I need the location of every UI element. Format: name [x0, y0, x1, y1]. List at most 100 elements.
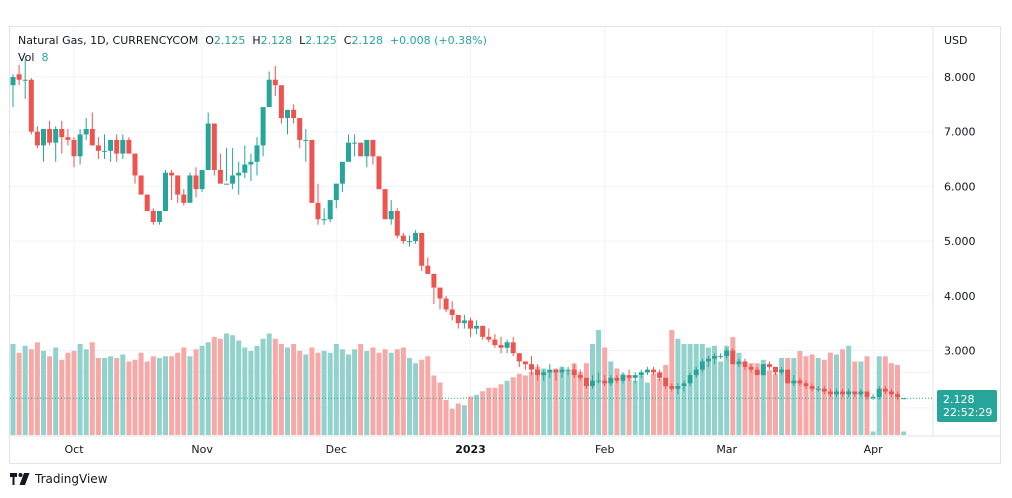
- symbol-name[interactable]: Natural Gas: [18, 34, 84, 47]
- candle[interactable]: [766, 361, 772, 370]
- candle[interactable]: [474, 320, 480, 335]
- candle[interactable]: [565, 366, 571, 376]
- candle[interactable]: [443, 295, 449, 313]
- candle[interactable]: [773, 366, 778, 376]
- candle[interactable]: [260, 107, 266, 157]
- candle[interactable]: [504, 339, 510, 354]
- candle[interactable]: [65, 128, 71, 146]
- candle[interactable]: [333, 183, 339, 209]
- candle[interactable]: [718, 353, 724, 359]
- candle[interactable]: [22, 59, 28, 99]
- candle[interactable]: [870, 394, 876, 400]
- candle[interactable]: [108, 139, 114, 162]
- candle[interactable]: [370, 139, 376, 165]
- candle[interactable]: [827, 388, 833, 397]
- candle[interactable]: [541, 369, 547, 381]
- candle[interactable]: [47, 120, 53, 146]
- candle[interactable]: [120, 134, 126, 160]
- candle[interactable]: [699, 358, 705, 373]
- candle[interactable]: [693, 366, 699, 378]
- candle[interactable]: [663, 377, 669, 389]
- candle[interactable]: [858, 388, 864, 397]
- candle[interactable]: [83, 118, 89, 140]
- candle[interactable]: [285, 109, 290, 135]
- candle[interactable]: [760, 364, 766, 376]
- candle[interactable]: [431, 273, 437, 305]
- candle[interactable]: [28, 78, 34, 135]
- candle[interactable]: [199, 169, 205, 192]
- candle[interactable]: [785, 369, 791, 384]
- candle[interactable]: [400, 232, 406, 244]
- tradingview-brand[interactable]: TradingView: [10, 472, 108, 486]
- candle[interactable]: [376, 156, 382, 190]
- candle[interactable]: [468, 317, 473, 337]
- candle[interactable]: [742, 358, 748, 370]
- candle[interactable]: [126, 137, 132, 154]
- candle[interactable]: [791, 375, 797, 387]
- candle[interactable]: [876, 386, 882, 400]
- candle[interactable]: [352, 134, 358, 157]
- candle[interactable]: [602, 375, 608, 387]
- candle[interactable]: [809, 383, 815, 392]
- candle[interactable]: [413, 230, 419, 244]
- candle[interactable]: [529, 355, 534, 376]
- candle[interactable]: [278, 85, 284, 124]
- candle[interactable]: [388, 200, 394, 225]
- candle[interactable]: [492, 334, 498, 348]
- candle[interactable]: [272, 66, 278, 97]
- candle[interactable]: [577, 369, 583, 381]
- candle[interactable]: [651, 366, 656, 376]
- candle[interactable]: [303, 128, 309, 162]
- candle[interactable]: [895, 391, 900, 400]
- candle[interactable]: [425, 257, 431, 274]
- candle[interactable]: [852, 391, 858, 397]
- candle[interactable]: [169, 169, 175, 201]
- candle[interactable]: [34, 126, 40, 149]
- candle[interactable]: [102, 134, 107, 160]
- candle[interactable]: [10, 74, 16, 108]
- candle[interactable]: [705, 355, 711, 367]
- candle[interactable]: [748, 364, 754, 373]
- candle[interactable]: [461, 314, 467, 329]
- candle[interactable]: [95, 137, 101, 160]
- candle[interactable]: [419, 232, 425, 272]
- candle[interactable]: [193, 167, 199, 198]
- candle[interactable]: [547, 364, 553, 378]
- candle[interactable]: [156, 211, 162, 225]
- candle[interactable]: [59, 120, 65, 154]
- candle[interactable]: [901, 398, 907, 400]
- candle[interactable]: [626, 369, 632, 381]
- candle[interactable]: [41, 128, 46, 162]
- candle[interactable]: [150, 208, 156, 225]
- candle[interactable]: [712, 353, 717, 365]
- candle[interactable]: [138, 175, 144, 195]
- candle[interactable]: [669, 383, 675, 392]
- candle[interactable]: [596, 372, 602, 384]
- candle[interactable]: [358, 142, 364, 157]
- candle[interactable]: [71, 137, 77, 168]
- candle[interactable]: [53, 126, 59, 162]
- candle[interactable]: [736, 358, 742, 367]
- candle[interactable]: [724, 347, 730, 359]
- candle[interactable]: [657, 369, 663, 381]
- candle[interactable]: [230, 148, 236, 190]
- candle[interactable]: [687, 372, 693, 387]
- candle[interactable]: [803, 380, 809, 389]
- candle[interactable]: [77, 128, 83, 165]
- candle[interactable]: [846, 388, 852, 397]
- candle[interactable]: [834, 388, 839, 397]
- candle[interactable]: [114, 134, 120, 162]
- candle[interactable]: [339, 161, 345, 192]
- candle[interactable]: [163, 169, 168, 212]
- candle[interactable]: [840, 388, 846, 397]
- candle[interactable]: [608, 375, 614, 387]
- candle[interactable]: [590, 375, 595, 389]
- candle[interactable]: [211, 123, 217, 176]
- candle[interactable]: [614, 375, 620, 384]
- candle[interactable]: [730, 347, 736, 365]
- candle[interactable]: [266, 71, 272, 108]
- candle[interactable]: [632, 372, 638, 384]
- candle[interactable]: [297, 118, 303, 149]
- candle[interactable]: [510, 336, 516, 356]
- candle[interactable]: [205, 112, 211, 170]
